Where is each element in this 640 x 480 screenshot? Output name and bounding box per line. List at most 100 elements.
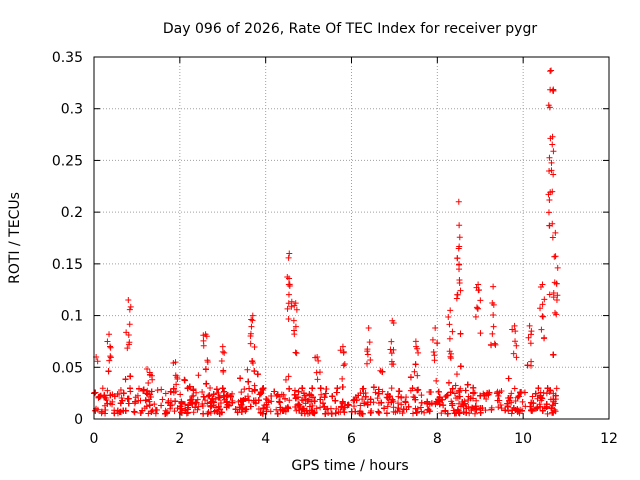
data-point — [132, 398, 139, 405]
data-point — [223, 404, 230, 411]
data-point — [514, 408, 521, 415]
data-point — [98, 408, 105, 415]
data-point — [365, 324, 372, 331]
data-point — [271, 388, 278, 395]
data-point — [144, 387, 151, 394]
data-point — [396, 388, 403, 395]
data-point — [126, 306, 133, 313]
data-point — [219, 343, 226, 350]
data-point — [219, 348, 226, 355]
grid-lines — [94, 57, 609, 419]
chart-title: Day 096 of 2026, Rate Of TEC Index for r… — [163, 21, 537, 37]
data-point — [106, 357, 113, 364]
data-point — [445, 313, 452, 320]
data-point — [412, 396, 419, 403]
data-point — [513, 354, 520, 361]
data-point — [107, 392, 114, 399]
data-point — [457, 363, 464, 370]
data-point — [177, 405, 184, 412]
data-point — [552, 408, 559, 415]
data-point — [388, 358, 395, 365]
data-point — [446, 321, 453, 328]
data-point — [122, 407, 129, 414]
data-point — [213, 404, 220, 411]
data-point — [386, 393, 393, 400]
data-point — [549, 141, 556, 148]
y-axis-label: ROTI / TECUs — [7, 192, 23, 284]
data-point — [182, 401, 189, 408]
data-point — [367, 396, 374, 403]
data-point — [238, 389, 245, 396]
data-point — [158, 386, 165, 393]
data-point — [146, 369, 153, 376]
data-point — [550, 351, 557, 358]
data-point — [548, 405, 555, 412]
data-point — [122, 376, 129, 383]
data-point — [106, 331, 113, 338]
data-point — [295, 400, 302, 407]
data-point — [362, 393, 369, 400]
data-point — [284, 404, 291, 411]
data-point — [526, 322, 533, 329]
data-point — [268, 398, 275, 405]
data-point — [468, 406, 475, 413]
data-point — [292, 404, 299, 411]
data-point — [448, 350, 455, 357]
data-point — [413, 343, 420, 350]
data-point — [367, 356, 374, 363]
data-point — [547, 135, 554, 142]
data-point — [442, 408, 449, 415]
data-point — [538, 326, 545, 333]
data-point — [492, 341, 499, 348]
data-point — [245, 378, 252, 385]
data-point — [366, 339, 373, 346]
data-point — [454, 255, 461, 262]
data-point — [477, 297, 484, 304]
data-point — [412, 405, 419, 412]
data-point — [546, 104, 553, 111]
data-point — [299, 385, 306, 392]
data-point — [452, 382, 459, 389]
x-tick-label: 6 — [347, 431, 356, 447]
data-point — [546, 154, 553, 161]
data-point — [540, 313, 547, 320]
data-point — [412, 361, 419, 368]
data-point — [322, 390, 329, 397]
data-point — [490, 311, 497, 318]
data-point — [351, 396, 358, 403]
data-point — [456, 410, 463, 417]
data-point — [192, 399, 199, 406]
y-tick-label: 0.25 — [52, 153, 83, 169]
data-point — [379, 388, 386, 395]
data-point — [264, 397, 271, 404]
data-point — [322, 410, 329, 417]
data-point — [390, 346, 397, 353]
data-point — [547, 189, 554, 196]
data-point — [519, 398, 526, 405]
data-point — [398, 393, 405, 400]
data-point — [482, 407, 489, 414]
data-point — [321, 394, 328, 401]
data-point — [359, 396, 366, 403]
data-point — [512, 338, 519, 345]
data-point — [447, 307, 454, 314]
data-point — [109, 398, 116, 405]
data-point — [547, 387, 554, 394]
data-point — [477, 409, 484, 416]
data-point — [199, 402, 206, 409]
data-point — [372, 389, 379, 396]
data-point — [444, 410, 451, 417]
data-point — [472, 403, 479, 410]
data-point — [529, 407, 536, 414]
data-point — [421, 409, 428, 416]
data-point — [140, 386, 147, 393]
data-point — [332, 397, 339, 404]
data-point — [514, 394, 521, 401]
data-point — [209, 395, 216, 402]
data-point — [107, 353, 114, 360]
data-point — [210, 391, 217, 398]
data-point — [512, 328, 519, 335]
data-point — [286, 385, 293, 392]
data-point — [199, 389, 206, 396]
data-point — [553, 385, 560, 392]
